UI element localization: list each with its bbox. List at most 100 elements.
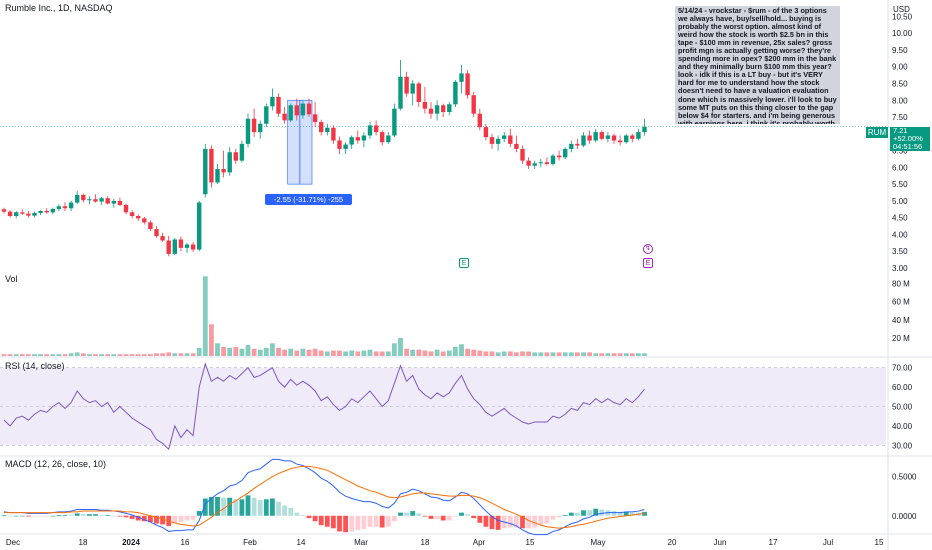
macd-histogram-bar [148,515,153,523]
volume-bar [489,351,495,356]
macd-histogram-bar [215,496,220,516]
macd-histogram-bar [532,515,538,528]
dividend-event-icon[interactable]: ↯ [643,244,653,254]
macd-histogram-bar [489,515,495,530]
volume-bar [446,350,452,356]
volume-bar [385,351,391,356]
macd-histogram-bar [318,515,324,526]
volume-bar [282,349,287,356]
candle-body [441,105,446,112]
candle-body [166,240,171,254]
volume-bar [26,354,31,356]
candle-body [630,135,635,139]
rsi-axis-tick: 30.00 [892,441,913,450]
candle-body [526,160,531,166]
candle-body [264,106,269,124]
candle-body [26,213,31,216]
price-axis-tick: 10.00 [892,29,913,38]
earnings-badge-1[interactable]: E [459,258,469,268]
volume-bar [160,353,165,356]
macd-histogram-bar [410,511,416,516]
macd-histogram-bar [440,515,446,521]
volume-bar [373,351,379,356]
last-price-value: 7.21 [893,126,908,135]
candle-body [160,236,165,241]
volume-bar [477,350,483,356]
volume-bar [129,354,135,356]
candle-body [221,169,226,173]
candle-body [495,138,501,144]
macd-histogram-bar [617,511,623,516]
volume-bar [178,353,184,356]
candle-body [550,155,556,164]
volume-bar [410,349,416,356]
price-axis-tick: 9.00 [892,63,908,72]
macd-histogram-bar [99,514,104,516]
macd-histogram-bar [38,515,43,517]
candle-body [38,210,43,213]
candle-body [410,83,415,94]
candle-body [477,113,482,128]
candle-body [288,105,293,121]
volume-bar [105,354,111,356]
candle-body [62,206,68,209]
volume-bar [404,348,409,356]
volume-bar [514,352,519,356]
candle-body [233,152,238,161]
volume-bar [593,353,599,356]
time-axis-tick: Feb [243,538,257,547]
currency-label[interactable]: USD [893,5,910,14]
rsi-panel-title: RSI (14, close) [5,361,65,371]
earnings-badge-2[interactable]: E [643,258,653,268]
volume-bar [581,352,586,356]
time-axis-tick: May [590,538,605,547]
candle-body [587,135,592,141]
macd-histogram-bar [453,515,458,517]
volume-bar [202,276,208,356]
time-axis-tick: Mar [354,538,368,547]
candle-body [209,148,214,183]
macd-histogram-bar [550,515,556,520]
volume-bar [221,346,226,356]
macd-histogram-bar [105,514,111,516]
time-axis-tick: 15 [526,538,535,547]
macd-histogram-bar [623,511,629,516]
volume-bar [501,351,507,356]
macd-histogram-bar [123,515,129,518]
volume-bar [343,351,348,356]
time-axis-tick: 14 [297,538,306,547]
macd-histogram-bar [160,515,165,525]
macd-histogram-bar [196,511,202,516]
volume-bar [288,348,294,356]
candle-body [178,239,184,248]
volume-bar [141,354,147,356]
candle-body [325,127,330,133]
volume-bar [276,347,281,356]
idea-note: 5/14/24 - vrockstar - $rum - of the 3 op… [675,6,840,124]
macd-histogram-bar [251,497,257,516]
volume-bar [245,345,251,356]
volume-bar [166,352,172,356]
candle-body [203,148,208,195]
macd-histogram-bar [312,515,318,522]
volume-bar [190,353,196,356]
macd-histogram-bar [32,515,37,517]
macd-histogram-bar [135,515,141,521]
candle-body [520,148,525,161]
candle-body [380,132,385,143]
candle-body [7,211,13,216]
last-price-label: 7.21 +52.00% 04:51:56 [890,127,930,151]
macd-histogram-bar [13,515,19,517]
candle-body [294,105,299,116]
volume-bar [623,353,629,356]
volume-bar [227,347,233,356]
rsi-axis-tick: 60.00 [892,383,913,392]
macd-histogram-bar [434,515,440,519]
volume-bar [209,324,214,356]
volume-bar [111,354,117,356]
candle-body [68,202,74,209]
macd-histogram-bar [74,513,80,516]
candle-body [245,118,251,144]
candle-body [483,127,489,138]
